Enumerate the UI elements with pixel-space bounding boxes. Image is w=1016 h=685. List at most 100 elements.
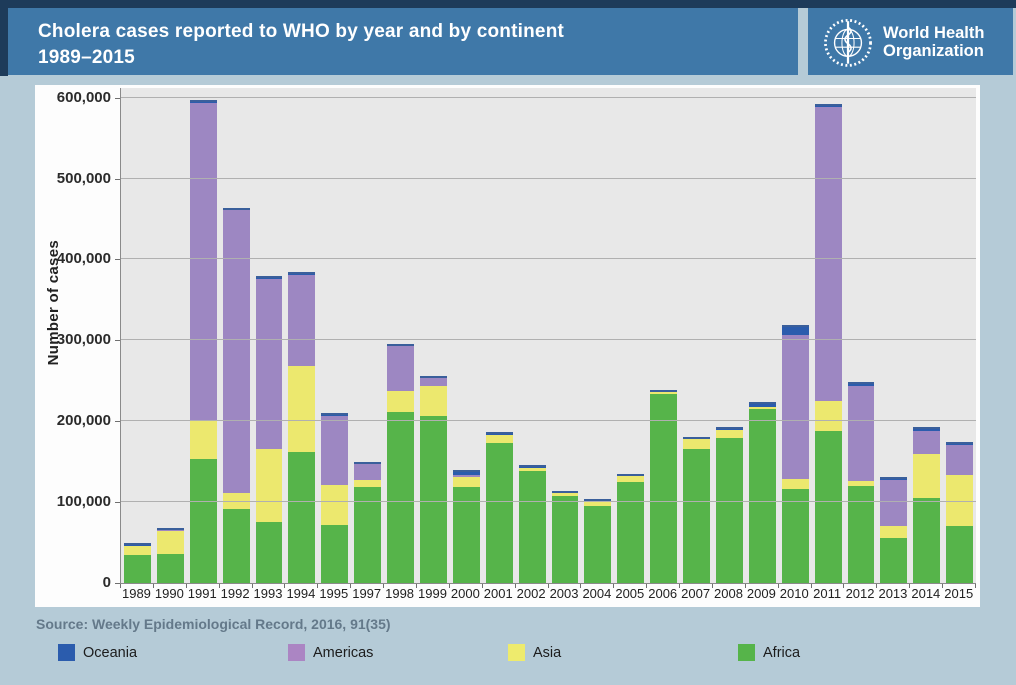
bar-slot-2000 xyxy=(450,88,483,583)
x-tick-label: 2002 xyxy=(516,586,546,601)
x-tick-mark xyxy=(383,584,385,588)
bar-slot-2014 xyxy=(910,88,943,583)
bar-top-edge xyxy=(124,543,151,546)
bar-top-edge xyxy=(518,465,546,468)
bar-segment-asia xyxy=(650,391,678,394)
legend-label: Asia xyxy=(533,644,562,661)
bar-segment-asia xyxy=(683,439,711,449)
bar-stack xyxy=(814,88,842,583)
bar-segment-americas xyxy=(255,278,283,449)
x-tick-label: 1995 xyxy=(319,586,349,601)
bar-segment-asia xyxy=(288,366,316,452)
x-tick-label: 1992 xyxy=(220,586,250,601)
bar-top-edge xyxy=(748,402,776,405)
x-tick-label: 1994 xyxy=(286,586,316,601)
bar-segment-asia xyxy=(321,485,349,525)
y-tick-label: 400,000 xyxy=(56,250,111,268)
x-tick-mark xyxy=(810,584,812,588)
bar-segment-asia xyxy=(551,492,579,496)
bar-top-edge xyxy=(551,490,579,493)
legend-item-asia: Asia xyxy=(508,644,561,661)
bar-slot-1999 xyxy=(417,88,450,583)
bar-stack xyxy=(420,88,447,583)
x-tick-mark xyxy=(942,584,944,588)
bar-stack xyxy=(716,88,743,583)
bar-segment-oceania xyxy=(156,529,184,531)
x-tick-label: 1989 xyxy=(121,586,151,601)
bar-slot-1994 xyxy=(285,88,318,583)
bar-slot-2002 xyxy=(516,88,549,583)
y-tick-label: 500,000 xyxy=(56,169,111,187)
gridline xyxy=(121,96,976,98)
x-tick-mark xyxy=(152,584,154,588)
bar-stack xyxy=(617,88,645,583)
x-tick-label: 2007 xyxy=(681,586,711,601)
bar-segment-africa xyxy=(946,525,974,583)
bar-segment-oceania xyxy=(946,443,974,445)
x-tick-mark xyxy=(120,584,121,588)
bar-segment-asia xyxy=(255,448,283,522)
bar-slot-1989 xyxy=(121,88,154,583)
x-tick-label: 2014 xyxy=(911,586,941,601)
x-tick-mark xyxy=(350,584,352,588)
legend-swatch-asia xyxy=(508,644,525,661)
bar-slot-2007 xyxy=(680,88,713,583)
bar-slot-2010 xyxy=(779,88,812,583)
bar-stack xyxy=(321,88,349,583)
bar-top-edge xyxy=(452,469,480,472)
bar-stack xyxy=(946,88,974,583)
legend-swatch-africa xyxy=(738,644,755,661)
bar-stack xyxy=(551,88,579,583)
bar-segment-americas xyxy=(781,334,809,479)
bar-top-edge xyxy=(781,324,809,327)
chart-header: Cholera cases reported to WHO by year an… xyxy=(8,8,798,75)
x-tick-mark xyxy=(284,584,286,588)
bar-segment-africa xyxy=(814,430,842,583)
y-tick-label: 200,000 xyxy=(56,412,111,430)
bar-slot-1995 xyxy=(318,88,351,583)
legend-item-americas: Americas xyxy=(288,644,373,661)
bar-segment-asia xyxy=(781,478,809,490)
bar-segment-americas xyxy=(321,415,349,486)
x-tick-mark xyxy=(481,584,483,588)
bar-top-edge xyxy=(387,343,415,346)
gridline xyxy=(121,420,976,422)
x-tick-mark xyxy=(251,584,253,588)
bar-top-edge xyxy=(880,476,908,479)
bar-segment-asia xyxy=(913,453,941,499)
legend-label: Oceania xyxy=(83,644,138,661)
bar-slot-2015 xyxy=(943,88,976,583)
y-tick-mark xyxy=(115,502,120,504)
bar-slot-2003 xyxy=(549,88,582,583)
bar-segment-oceania xyxy=(288,274,316,275)
x-tick-mark xyxy=(317,584,319,588)
bar-slot-2001 xyxy=(483,88,516,583)
bar-segment-asia xyxy=(847,481,875,486)
bar-top-edge xyxy=(946,441,974,444)
bar-segment-asia xyxy=(518,468,546,472)
bar-segment-asia xyxy=(814,401,842,431)
legend-swatch-oceania xyxy=(58,644,75,661)
bar-slot-2004 xyxy=(581,88,614,583)
bar-stack xyxy=(913,88,941,583)
bar-slot-1990 xyxy=(154,88,187,583)
bar-segment-oceania xyxy=(321,414,349,416)
bar-stack xyxy=(650,88,678,583)
bar-segment-asia xyxy=(617,476,645,482)
bar-segment-oceania xyxy=(518,467,546,468)
bar-segment-americas xyxy=(156,530,184,532)
bar-segment-asia xyxy=(354,480,382,487)
x-tick-mark xyxy=(843,584,845,588)
bar-segment-oceania xyxy=(452,471,480,475)
top-frame-bar xyxy=(0,0,1016,8)
bar-segment-africa xyxy=(716,438,743,583)
bar-top-edge xyxy=(584,499,612,502)
gridline xyxy=(121,177,976,179)
bar-segment-americas xyxy=(222,210,250,494)
bar-segment-africa xyxy=(617,481,645,583)
x-tick-mark xyxy=(909,584,911,588)
bar-stack xyxy=(781,88,809,583)
x-tick-mark xyxy=(646,584,648,588)
chart-panel: Number of cases 0 100,000 200,000 300,000 40… xyxy=(35,85,980,607)
x-tick-label: 1993 xyxy=(253,586,283,601)
